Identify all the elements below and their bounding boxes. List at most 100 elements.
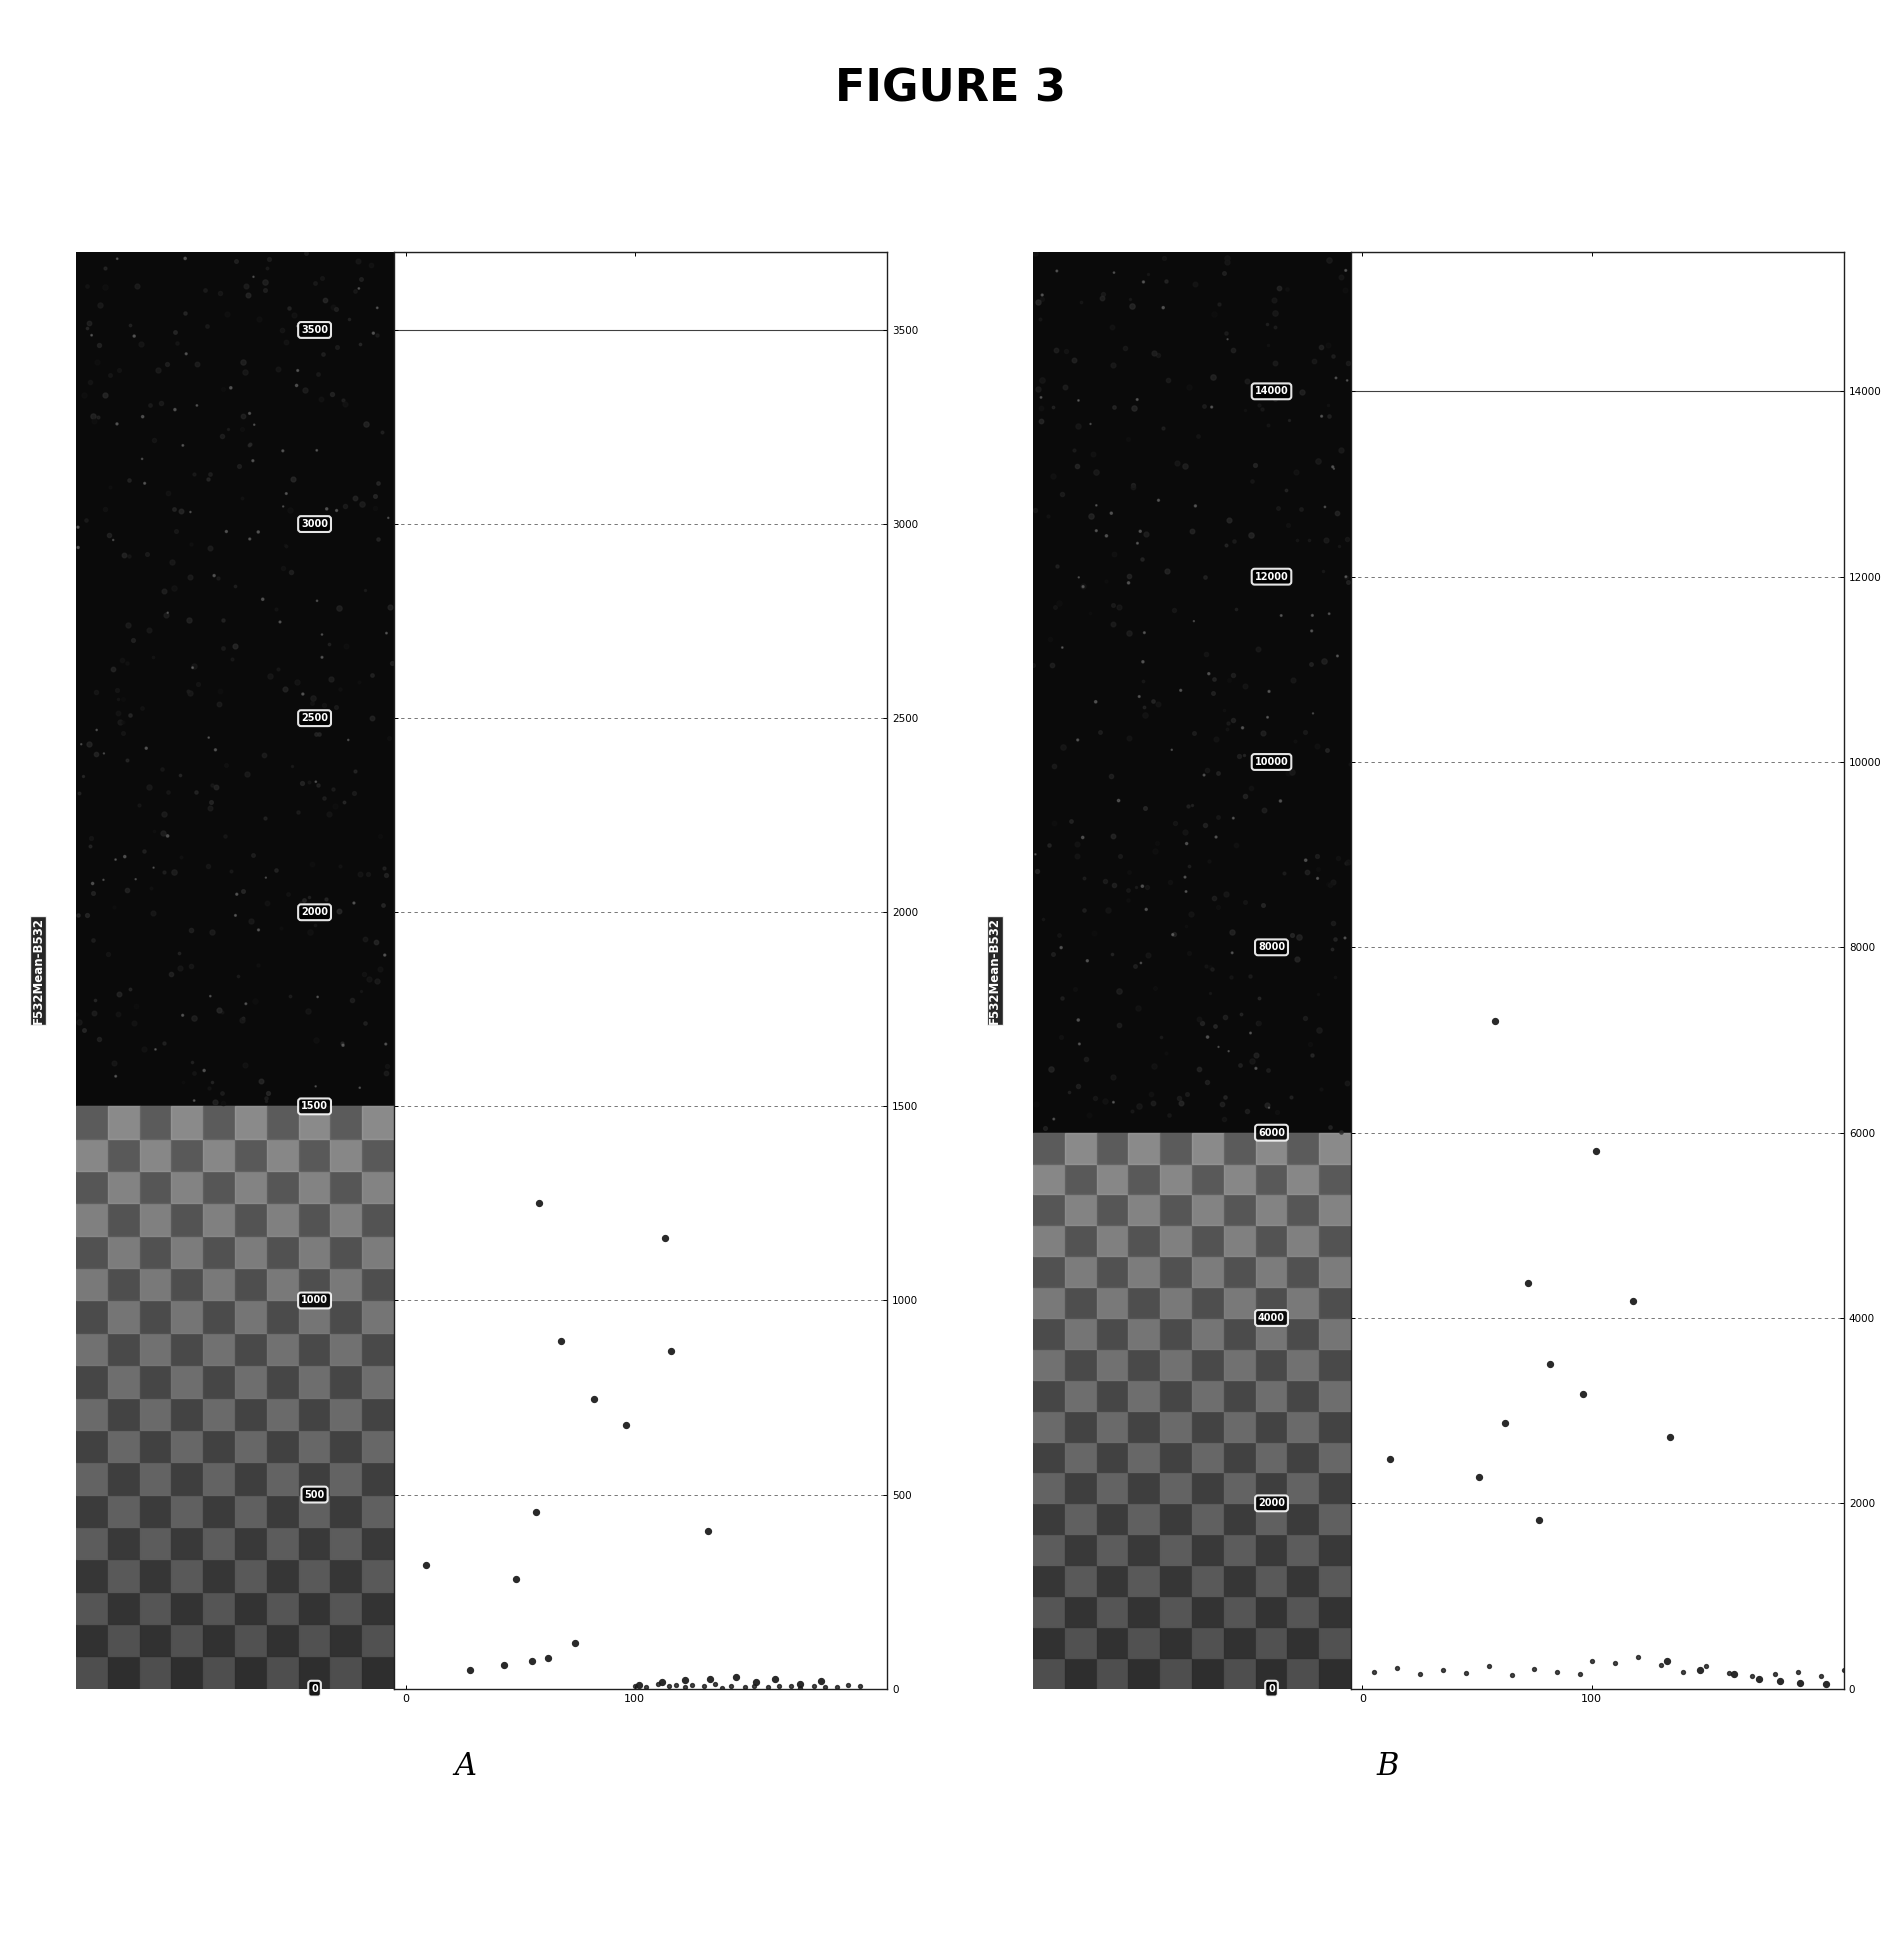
Point [74,309,105,340]
Point [1023,285,1053,316]
Bar [266,1300,298,1333]
Bar [298,1236,331,1267]
Bar [76,1431,108,1462]
Point [302,982,333,1013]
Point [357,660,388,691]
Point [1021,839,1051,870]
Bar [171,1431,203,1462]
Bar [1032,1134,1352,1689]
Point [1279,726,1310,757]
Bar [108,1267,139,1300]
Point [245,1066,276,1097]
Point [1070,1042,1101,1073]
Point [1576,1646,1606,1677]
Bar [298,1267,331,1300]
Bar [1129,1256,1160,1287]
Point [251,252,281,283]
Point [196,980,226,1011]
Bar [1097,1442,1129,1473]
Bar [171,1170,203,1203]
Point [1163,1083,1194,1114]
Point [251,1085,281,1116]
Point [1173,371,1203,402]
Point [1160,918,1190,949]
Bar [1160,1380,1192,1411]
Point [1333,365,1363,396]
Point [1464,1462,1494,1493]
Bar [1065,1163,1097,1194]
Point [162,514,192,545]
Bar [1287,1564,1319,1596]
Point [1080,456,1110,487]
Point [1542,1656,1572,1687]
Point [108,683,139,714]
Point [124,790,154,821]
Point [1131,518,1162,549]
Point [1097,608,1127,639]
Bar [1129,1163,1160,1194]
Point [1175,899,1205,930]
Point [1116,283,1146,314]
Point [179,1085,209,1116]
Point [103,683,133,714]
Bar [171,1528,203,1559]
Bar [108,1170,139,1203]
Bar [108,1365,139,1398]
Point [226,483,257,514]
Point [131,732,162,763]
Point [158,573,188,604]
Bar [331,1656,363,1689]
Bar [1224,1442,1257,1473]
Point [1295,524,1325,555]
Point [243,949,274,980]
Point [127,443,158,474]
Point [1063,1069,1093,1101]
Bar [266,1170,298,1203]
Bar [108,1333,139,1365]
Point [304,718,335,749]
Bar [139,1398,171,1431]
Point [1211,243,1241,274]
Point [1241,1052,1272,1083]
Point [1253,1091,1283,1122]
Bar [108,1139,139,1170]
Point [82,345,112,377]
Point [1133,939,1163,970]
Point [1743,1663,1774,1694]
Point [278,751,308,782]
Bar [1319,1442,1352,1473]
Point [1317,342,1348,373]
Bar [1192,1411,1224,1442]
Point [302,586,333,617]
Bar [1065,1411,1097,1442]
Point [1719,1660,1749,1691]
Bar [1257,1256,1287,1287]
Point [1296,615,1327,646]
Point [264,606,295,637]
Point [340,276,371,307]
Point [127,693,158,724]
Point [327,1031,357,1062]
Bar [108,1462,139,1495]
Bar [1032,1627,1065,1658]
Point [1104,840,1135,872]
Bar [1129,1504,1160,1533]
Bar [236,1592,266,1625]
Bar [1129,1411,1160,1442]
Point [110,840,141,872]
Bar [139,1462,171,1495]
Point [1317,906,1348,938]
Point [1236,961,1266,992]
Point [1323,530,1354,561]
Bar [1065,1380,1097,1411]
Point [232,272,262,303]
Point [127,402,158,433]
Point [125,328,156,359]
Point [785,1669,816,1700]
Point [369,939,399,970]
Point [624,1669,654,1700]
Point [1196,392,1226,423]
Point [1165,675,1196,707]
Bar [236,1139,266,1170]
Point [1200,1011,1230,1042]
